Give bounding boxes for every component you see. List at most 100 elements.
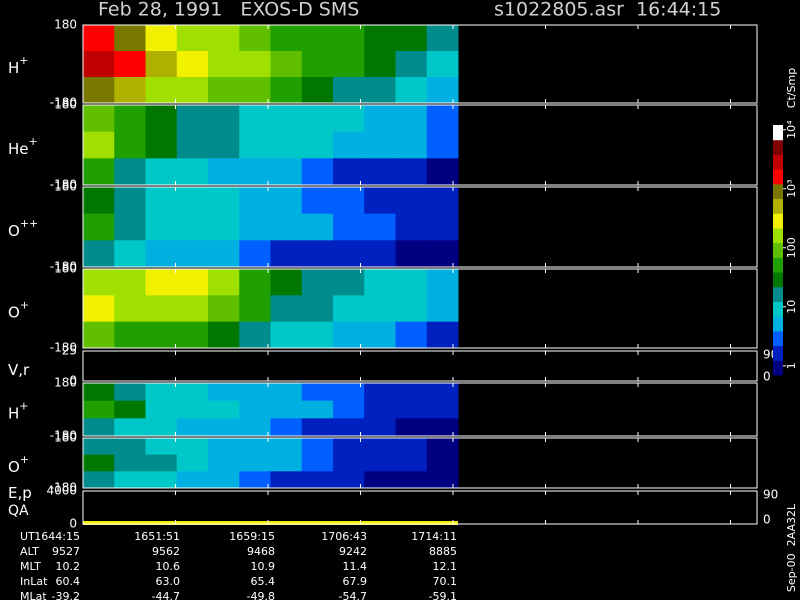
colorbar-swatch — [773, 154, 783, 170]
spectrogram-cell — [426, 51, 459, 78]
spectrogram-cell — [333, 187, 365, 215]
spectrogram-cell — [176, 77, 209, 104]
spectrogram-cell — [270, 383, 303, 402]
spectrogram-cell — [145, 77, 178, 104]
panel-label-text: H — [8, 59, 19, 77]
spectrogram-cell — [239, 471, 271, 489]
spectrogram-cell — [239, 158, 271, 186]
spectrogram-cell — [270, 295, 303, 323]
spectrogram-cell — [301, 295, 334, 323]
spectrogram-cell — [83, 25, 115, 52]
spectrogram-cell — [83, 51, 115, 78]
info-value: 1706:43 — [321, 530, 367, 543]
spectrogram-cell — [114, 383, 146, 402]
colorbar-swatch — [773, 213, 783, 229]
spectrogram-cell — [176, 213, 209, 241]
spectrogram-cell — [239, 25, 271, 52]
spectrogram-cell — [270, 471, 303, 489]
panel-label: O++ — [8, 217, 38, 240]
y-tick-label: -180 — [50, 341, 77, 355]
spectrogram-cell — [145, 158, 178, 186]
spectrogram-cell — [114, 471, 146, 489]
spectrogram-cell — [176, 418, 209, 437]
spectrogram-cell — [239, 51, 271, 78]
y2-tick-label: 90 — [763, 488, 778, 502]
spectrogram-cell — [114, 240, 146, 268]
spectrogram-cell — [270, 105, 303, 133]
spectrogram-cell — [239, 400, 271, 419]
spectrogram-cell — [333, 158, 365, 186]
spectrogram-cell — [364, 25, 396, 52]
colorbar-tick-label: 1 — [785, 362, 798, 369]
spectrogram-cell — [270, 158, 303, 186]
spectrogram-cell — [145, 418, 178, 437]
spectrogram-cell — [239, 438, 271, 456]
spectrogram-cell — [145, 105, 178, 133]
spectrogram-cell — [83, 269, 115, 296]
info-value: 9562 — [152, 545, 180, 558]
panel-label-text: O — [8, 303, 20, 321]
spectrogram-cell — [114, 158, 146, 186]
spectrogram-cell — [114, 295, 146, 323]
spectrogram-cell — [239, 321, 271, 349]
spectrogram-cell — [83, 321, 115, 349]
y-tick-label: -180 — [50, 481, 77, 495]
spectrogram-cell — [176, 240, 209, 268]
spectrogram-cell — [301, 438, 334, 456]
spectrogram-cell — [208, 77, 240, 104]
panel-label-text: O — [8, 458, 20, 476]
colorbar-tick-label: 10 — [785, 300, 798, 314]
spectrogram-cell — [114, 418, 146, 437]
spectrogram-cell — [83, 105, 115, 133]
panel-label-sup: ++ — [20, 217, 38, 230]
spectrogram-cell — [145, 25, 178, 52]
spectrogram-cell — [395, 295, 428, 323]
spectrogram-cell — [83, 383, 115, 402]
info-row-label: UT — [20, 530, 35, 543]
spectrogram-cell — [176, 321, 209, 349]
spectrogram-cell — [426, 438, 459, 456]
spectrogram-cell — [239, 105, 271, 133]
spectrogram-cell — [145, 383, 178, 402]
y-tick-label: 180 — [54, 180, 77, 194]
spectrogram-cell — [270, 269, 303, 296]
spectrogram-cell — [208, 400, 240, 419]
colorbar-swatch — [773, 198, 783, 214]
spectrogram-cell — [426, 383, 459, 402]
spectrogram-cell — [426, 25, 459, 52]
info-row-label: MLat — [20, 590, 47, 600]
spectrogram-cell — [239, 295, 271, 323]
spectrogram-cell — [145, 400, 178, 419]
spectrogram-cell — [145, 240, 178, 268]
y-tick-label: -180 — [50, 96, 77, 110]
y2-tick-label: 0 — [763, 370, 771, 384]
colorbar-swatch — [773, 286, 783, 302]
spectrogram-cell — [176, 187, 209, 215]
spectrogram-cell — [364, 158, 396, 186]
file-label: s1022805.asr 16:44:15 — [494, 0, 721, 21]
spectrogram-cell — [301, 158, 334, 186]
spectrogram-cell — [208, 213, 240, 241]
spectrogram-cell — [114, 438, 146, 456]
spectrogram-cell — [208, 51, 240, 78]
spectrogram-cell — [239, 131, 271, 159]
spectrogram-cell — [208, 158, 240, 186]
y-tick-label: 180 — [54, 376, 77, 390]
spectrogram-cell — [176, 454, 209, 472]
spectrogram-cell — [364, 77, 396, 104]
colorbar-tick-label: 100 — [785, 237, 798, 258]
spectrogram-cell — [333, 383, 365, 402]
spectrogram-cell — [270, 131, 303, 159]
info-value: 12.1 — [433, 560, 458, 573]
spectrogram-cell — [426, 418, 459, 437]
spectrogram-cell — [301, 131, 334, 159]
spectrogram-cell — [301, 418, 334, 437]
spectrogram-cell — [364, 51, 396, 78]
spectrogram-cell — [395, 400, 428, 419]
spectrogram-cell — [83, 400, 115, 419]
spectrogram-cell — [176, 383, 209, 402]
panel-label-sup: + — [19, 400, 28, 413]
spectrogram-cell — [83, 295, 115, 323]
info-value: -59.1 — [429, 590, 457, 600]
